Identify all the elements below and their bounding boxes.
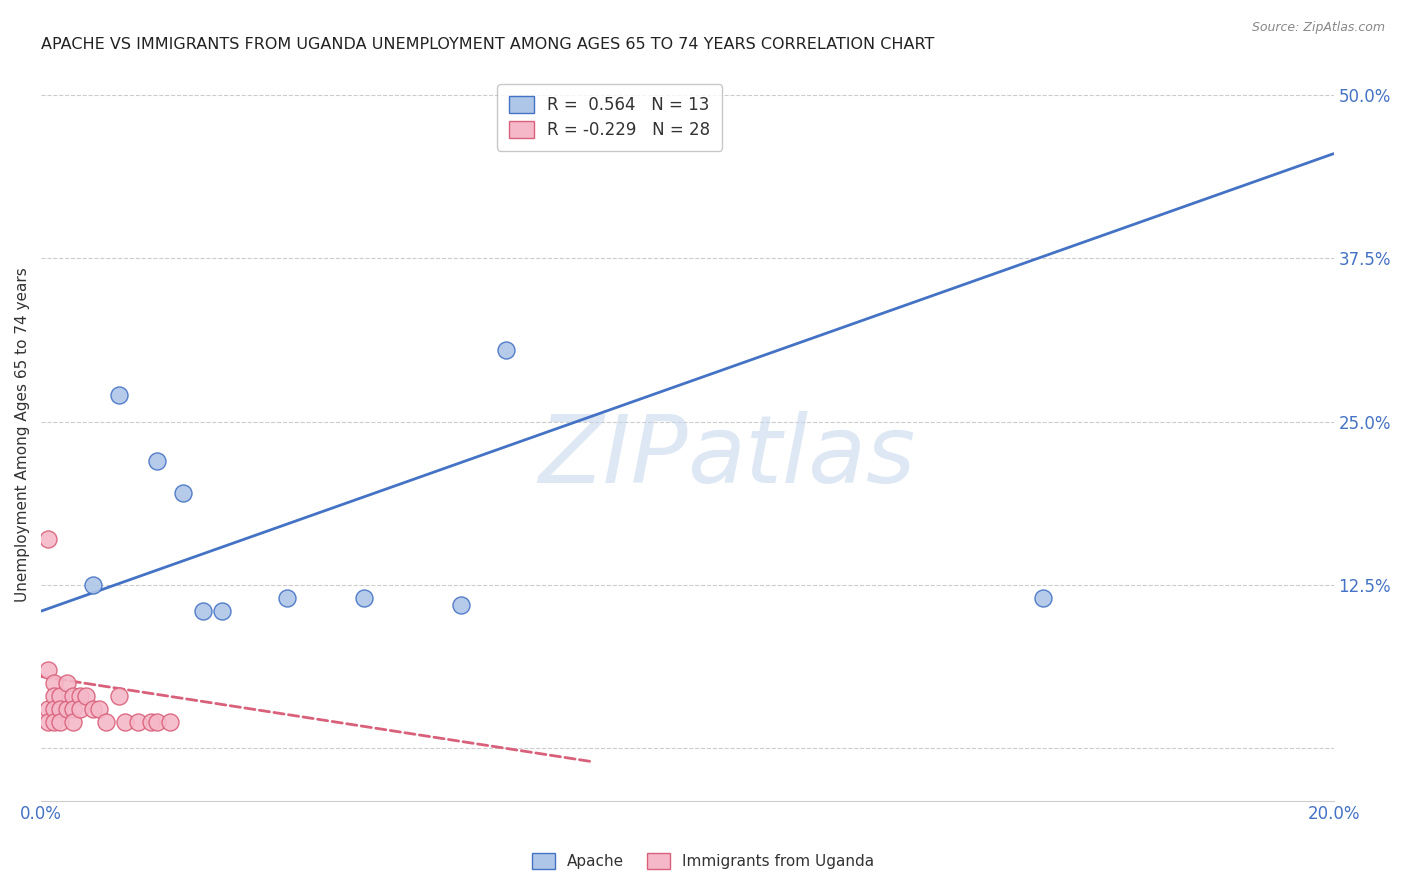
Point: [450, 598, 472, 612]
Point: [276, 591, 298, 605]
Point: [94, 715, 117, 730]
Text: atlas: atlas: [688, 411, 915, 502]
Point: [42, 689, 65, 703]
Point: [191, 604, 214, 618]
Point: [62, 689, 84, 703]
Point: [139, 715, 162, 730]
Point: [69, 689, 91, 703]
Point: [146, 715, 169, 730]
Text: ZIP: ZIP: [537, 411, 688, 502]
Point: [37, 702, 59, 716]
Point: [353, 591, 375, 605]
Point: [82, 702, 104, 716]
Point: [127, 715, 149, 730]
Point: [82, 578, 104, 592]
Point: [495, 343, 517, 357]
Point: [146, 454, 169, 468]
Point: [42, 702, 65, 716]
Point: [211, 604, 233, 618]
Point: [114, 715, 136, 730]
Point: [89, 702, 111, 716]
Point: [37, 715, 59, 730]
Y-axis label: Unemployment Among Ages 65 to 74 years: Unemployment Among Ages 65 to 74 years: [15, 268, 30, 602]
Point: [159, 715, 181, 730]
Point: [107, 388, 129, 402]
Legend: Apache, Immigrants from Uganda: Apache, Immigrants from Uganda: [526, 847, 880, 875]
Legend: R =  0.564   N = 13, R = -0.229   N = 28: R = 0.564 N = 13, R = -0.229 N = 28: [498, 85, 723, 151]
Point: [37, 533, 59, 547]
Text: APACHE VS IMMIGRANTS FROM UGANDA UNEMPLOYMENT AMONG AGES 65 TO 74 YEARS CORRELAT: APACHE VS IMMIGRANTS FROM UGANDA UNEMPLO…: [41, 37, 935, 53]
Point: [49, 715, 72, 730]
Point: [1032, 591, 1054, 605]
Point: [56, 702, 79, 716]
Point: [42, 676, 65, 690]
Point: [37, 663, 59, 677]
Point: [49, 689, 72, 703]
Point: [56, 676, 79, 690]
Point: [172, 486, 194, 500]
Point: [49, 702, 72, 716]
Point: [75, 689, 97, 703]
Point: [62, 702, 84, 716]
Point: [62, 715, 84, 730]
Point: [69, 702, 91, 716]
Point: [107, 689, 129, 703]
Text: Source: ZipAtlas.com: Source: ZipAtlas.com: [1251, 21, 1385, 34]
Point: [42, 715, 65, 730]
